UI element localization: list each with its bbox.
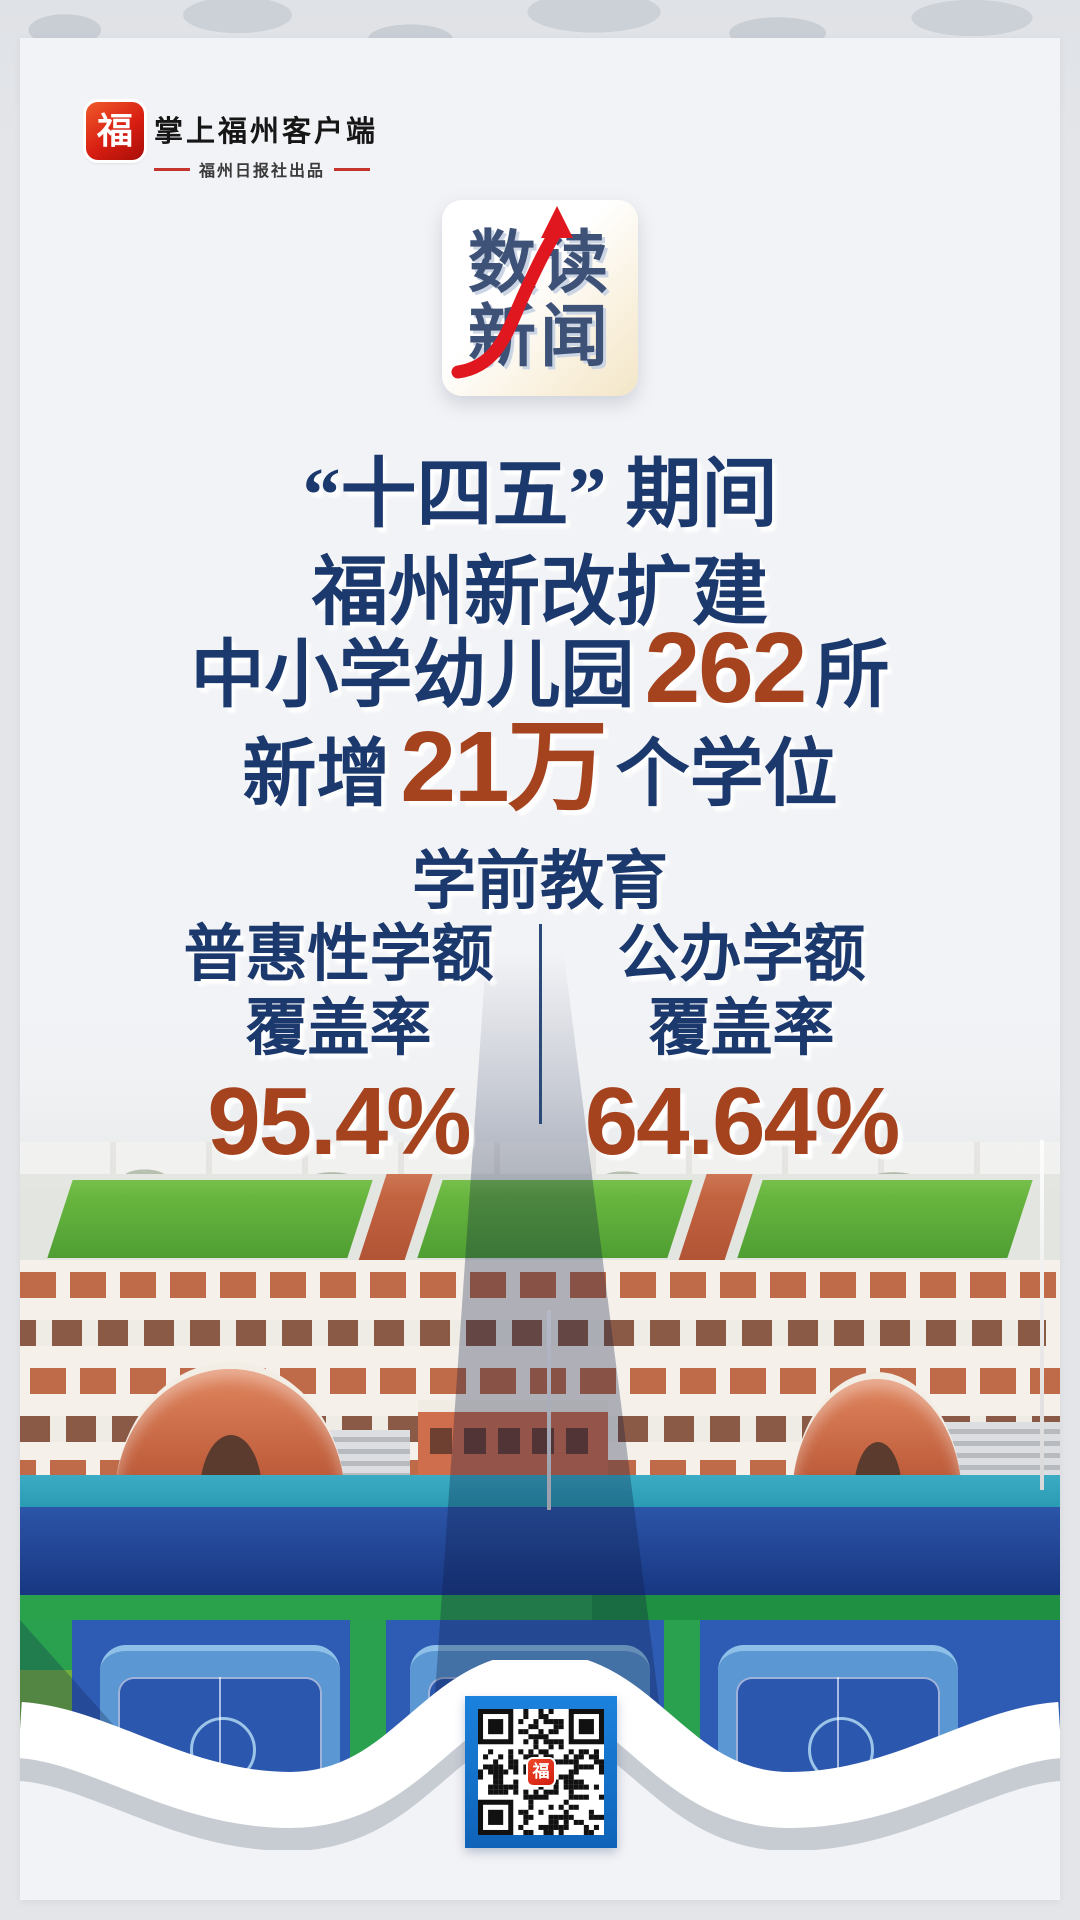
headline-line1: “十四五” 期间 — [302, 453, 778, 537]
line4-prefix: 新增 — [242, 733, 391, 816]
headline-line2: 福州新改扩建 — [312, 551, 768, 635]
section-title: 学前教育 — [412, 846, 668, 917]
data-news-badge: 数读 新闻 — [442, 200, 638, 396]
app-logo-icon: 福 — [86, 102, 144, 160]
line4-suffix: 个学位 — [615, 733, 838, 816]
stat-public-coverage: 公办学额 覆盖率 64.64% — [542, 918, 942, 1170]
schools-count: 262 — [644, 612, 808, 724]
app-header-text: 掌上福州客户端 福州日报社出品 — [154, 102, 378, 181]
qr-code-modules: 福 — [478, 1709, 604, 1835]
line3-suffix: 所 — [815, 634, 890, 717]
stat1-label-line1: 普惠性学额 — [183, 921, 494, 989]
app-tagline: 福州日报社出品 — [199, 163, 326, 180]
line3-prefix: 中小学幼儿园 — [190, 634, 635, 717]
stat-inclusive-coverage: 普惠性学额 覆盖率 95.4% — [139, 918, 539, 1170]
stat2-value: 64.64% — [584, 1068, 901, 1175]
app-name: 掌上福州客户端 — [154, 116, 379, 148]
qr-code: 福 — [465, 1696, 617, 1848]
stat1-label-line2: 覆盖率 — [245, 995, 432, 1063]
stat1-value: 95.4% — [207, 1068, 471, 1175]
qr-center-logo-icon: 福 — [528, 1759, 554, 1785]
tagline-right-rule — [334, 167, 371, 171]
trend-up-arrow-icon — [451, 206, 573, 379]
headline-line4: 新增 21万 个学位 — [20, 714, 1060, 820]
poster-card: 福 掌上福州客户端 福州日报社出品 数读 新闻 “十四五” 期间 — [20, 38, 1060, 1900]
seats-count: 21万 — [400, 711, 607, 823]
headline-line3: 中小学幼儿园 262 所 — [20, 616, 1060, 720]
app-tagline-row: 福州日报社出品 — [154, 157, 378, 181]
stats-row: 普惠性学额 覆盖率 95.4% 公办学额 覆盖率 64.64% — [20, 918, 1060, 1170]
stats-divider — [538, 924, 542, 1124]
app-header: 福 掌上福州客户端 福州日报社出品 — [86, 102, 378, 181]
stat2-label-line1: 公办学额 — [617, 921, 866, 989]
tagline-left-rule — [154, 167, 190, 171]
stat2-label-line2: 覆盖率 — [648, 995, 835, 1063]
